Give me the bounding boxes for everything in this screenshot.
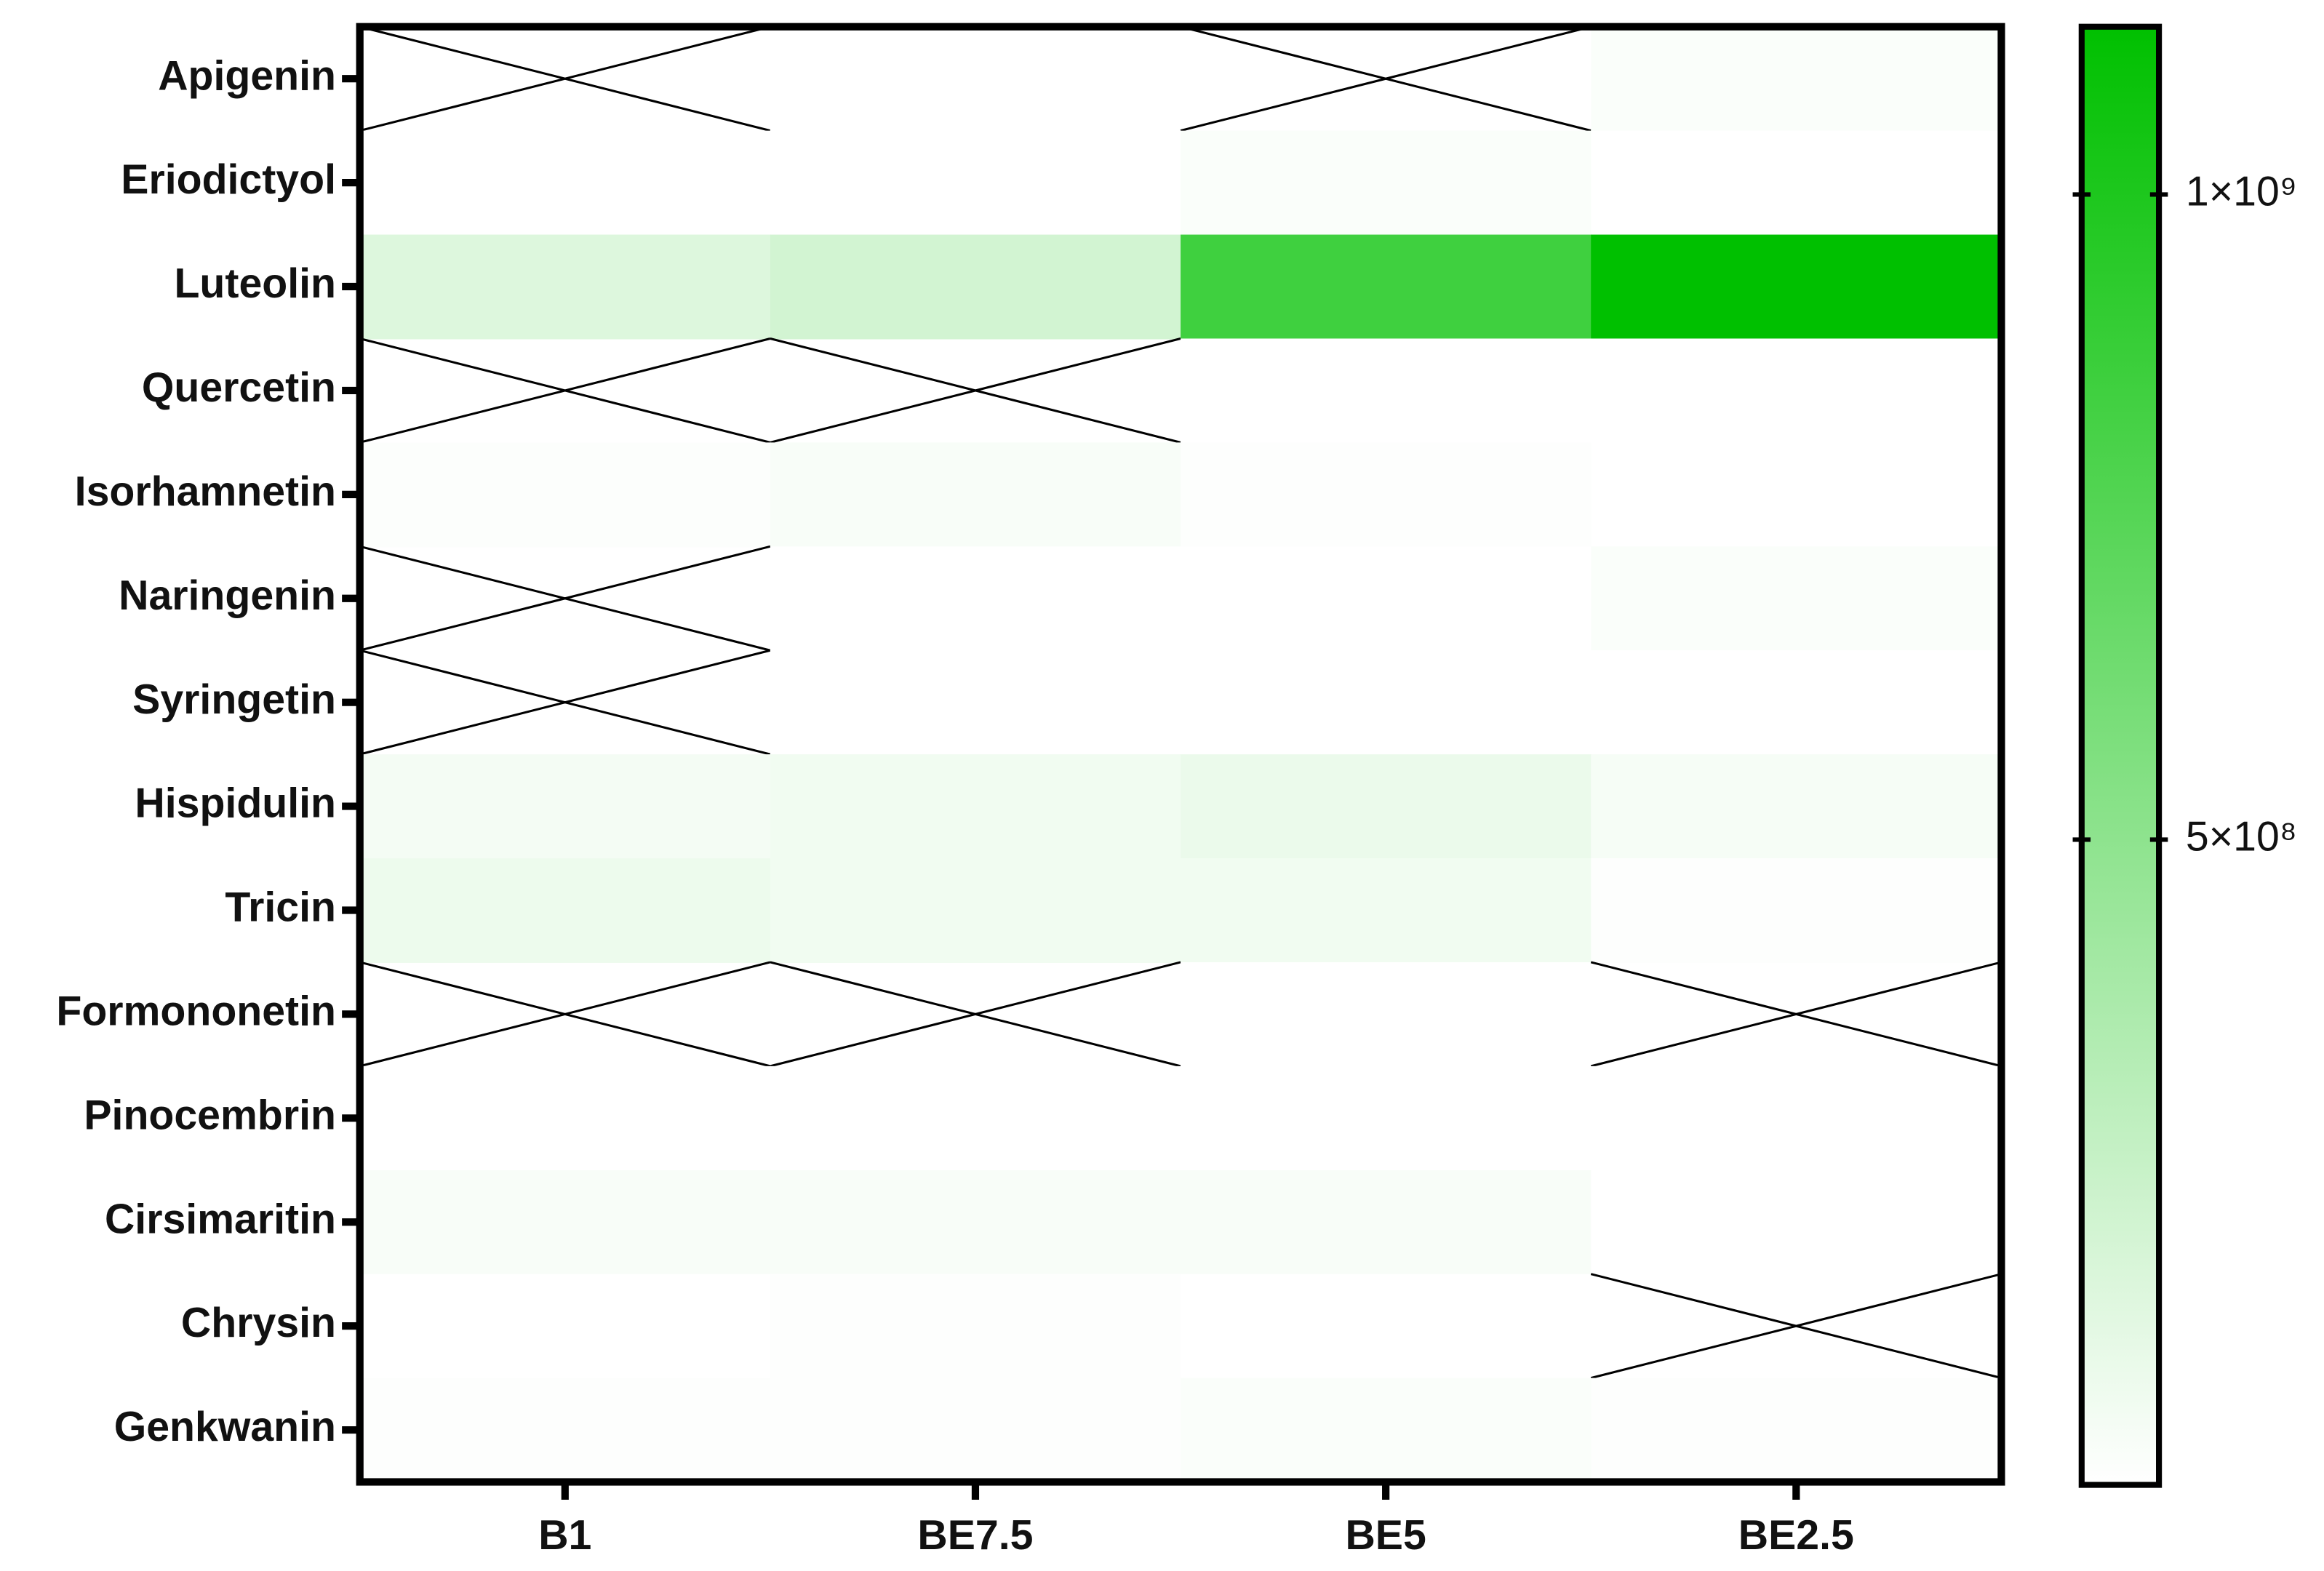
- row-label: Naringenin: [119, 572, 336, 619]
- cross-line: [1590, 961, 2002, 1068]
- heat-cell: [1591, 1170, 2002, 1275]
- cross-line: [359, 961, 771, 1068]
- row-label: Quercetin: [142, 364, 336, 411]
- heat-cell: [770, 1066, 1182, 1171]
- row-label: Isorhamnetin: [75, 468, 336, 515]
- cross-line: [770, 337, 1181, 444]
- row-label: Chrysin: [181, 1300, 336, 1346]
- column-label: B1: [538, 1512, 591, 1559]
- colorbar: [2078, 23, 2163, 1488]
- cross-line: [1590, 1273, 2002, 1380]
- heat-cell: [359, 754, 771, 860]
- heat-cell: [359, 858, 771, 963]
- heat-cell: [359, 1378, 771, 1483]
- missing-cell: [1590, 1273, 2002, 1380]
- heat-cell: [770, 1378, 1182, 1483]
- heat-cell: [1181, 1274, 1592, 1379]
- heat-cell: [1591, 1378, 2002, 1483]
- cross-line: [359, 545, 771, 652]
- heat-cell: [770, 442, 1182, 548]
- heat-cell: [1181, 962, 1592, 1067]
- heat-cell: [1181, 650, 1592, 756]
- heat-cell: [770, 26, 1182, 132]
- row-label: Eriodictyol: [121, 156, 336, 203]
- missing-cell: [359, 545, 771, 652]
- heat-cell: [770, 130, 1182, 236]
- heat-cell: [770, 546, 1182, 652]
- heat-cell: [1181, 1170, 1592, 1275]
- heat-cell: [1591, 338, 2002, 444]
- row-label: Genkwanin: [114, 1404, 336, 1450]
- missing-cell: [1590, 961, 2002, 1068]
- cross-line: [1180, 25, 1592, 132]
- missing-cell: [359, 337, 771, 444]
- heat-cell: [359, 1274, 771, 1379]
- row-label: Luteolin: [174, 260, 335, 307]
- row-label: Tricin: [225, 884, 336, 931]
- row-label: Formononetin: [56, 988, 336, 1035]
- heat-cell: [1181, 754, 1592, 860]
- heat-cell: [359, 130, 771, 236]
- heat-cell: [1181, 858, 1592, 963]
- heat-cell: [1181, 546, 1592, 652]
- heat-cell: [1591, 754, 2002, 860]
- row-label: Apigenin: [158, 52, 336, 99]
- heat-cell: [1591, 858, 2002, 963]
- heat-cell: [1591, 26, 2002, 132]
- heat-cell: [1591, 130, 2002, 236]
- heat-cell: [359, 442, 771, 548]
- heat-cell: [359, 1170, 771, 1275]
- heat-cell: [359, 1066, 771, 1171]
- column-label: BE7.5: [917, 1512, 1033, 1559]
- heat-cell: [770, 1170, 1182, 1275]
- heat-cell: [770, 754, 1182, 860]
- heat-cell: [770, 858, 1182, 963]
- heat-cell: [1591, 442, 2002, 548]
- missing-cell: [1180, 25, 1592, 132]
- heat-cell: [770, 234, 1182, 340]
- row-label: Syringetin: [132, 676, 336, 723]
- heat-cell: [1591, 546, 2002, 652]
- cross-line: [770, 961, 1181, 1068]
- heat-cell: [359, 234, 771, 340]
- row-label: Cirsimaritin: [105, 1196, 336, 1242]
- heat-cell: [770, 650, 1182, 756]
- heat-cell: [1591, 650, 2002, 756]
- heat-cell: [1181, 234, 1592, 340]
- heat-cell: [1181, 442, 1592, 548]
- cross-line: [359, 649, 771, 756]
- heat-cell: [1181, 1066, 1592, 1171]
- missing-cell: [359, 25, 771, 132]
- heat-cell: [1591, 234, 2002, 340]
- heat-cell: [1181, 338, 1592, 444]
- column-label: BE2.5: [1738, 1512, 1854, 1559]
- colorbar-tick-label: 5×10⁸: [2186, 814, 2297, 860]
- row-label: Pinocembrin: [84, 1092, 336, 1138]
- missing-cell: [770, 337, 1181, 444]
- heat-cell: [1181, 1378, 1592, 1483]
- heat-cell: [1591, 1066, 2002, 1171]
- row-label: Hispidulin: [135, 780, 336, 827]
- missing-cell: [359, 649, 771, 756]
- missing-cell: [770, 961, 1181, 1068]
- column-label: BE5: [1345, 1512, 1426, 1559]
- colorbar-tick-label: 1×10⁹: [2186, 169, 2297, 215]
- heat-cell: [1181, 130, 1592, 236]
- plot-frame: [356, 23, 2005, 1486]
- cross-line: [359, 25, 771, 132]
- heat-cell: [770, 1274, 1182, 1379]
- cross-line: [359, 337, 771, 444]
- missing-cell: [359, 961, 771, 1068]
